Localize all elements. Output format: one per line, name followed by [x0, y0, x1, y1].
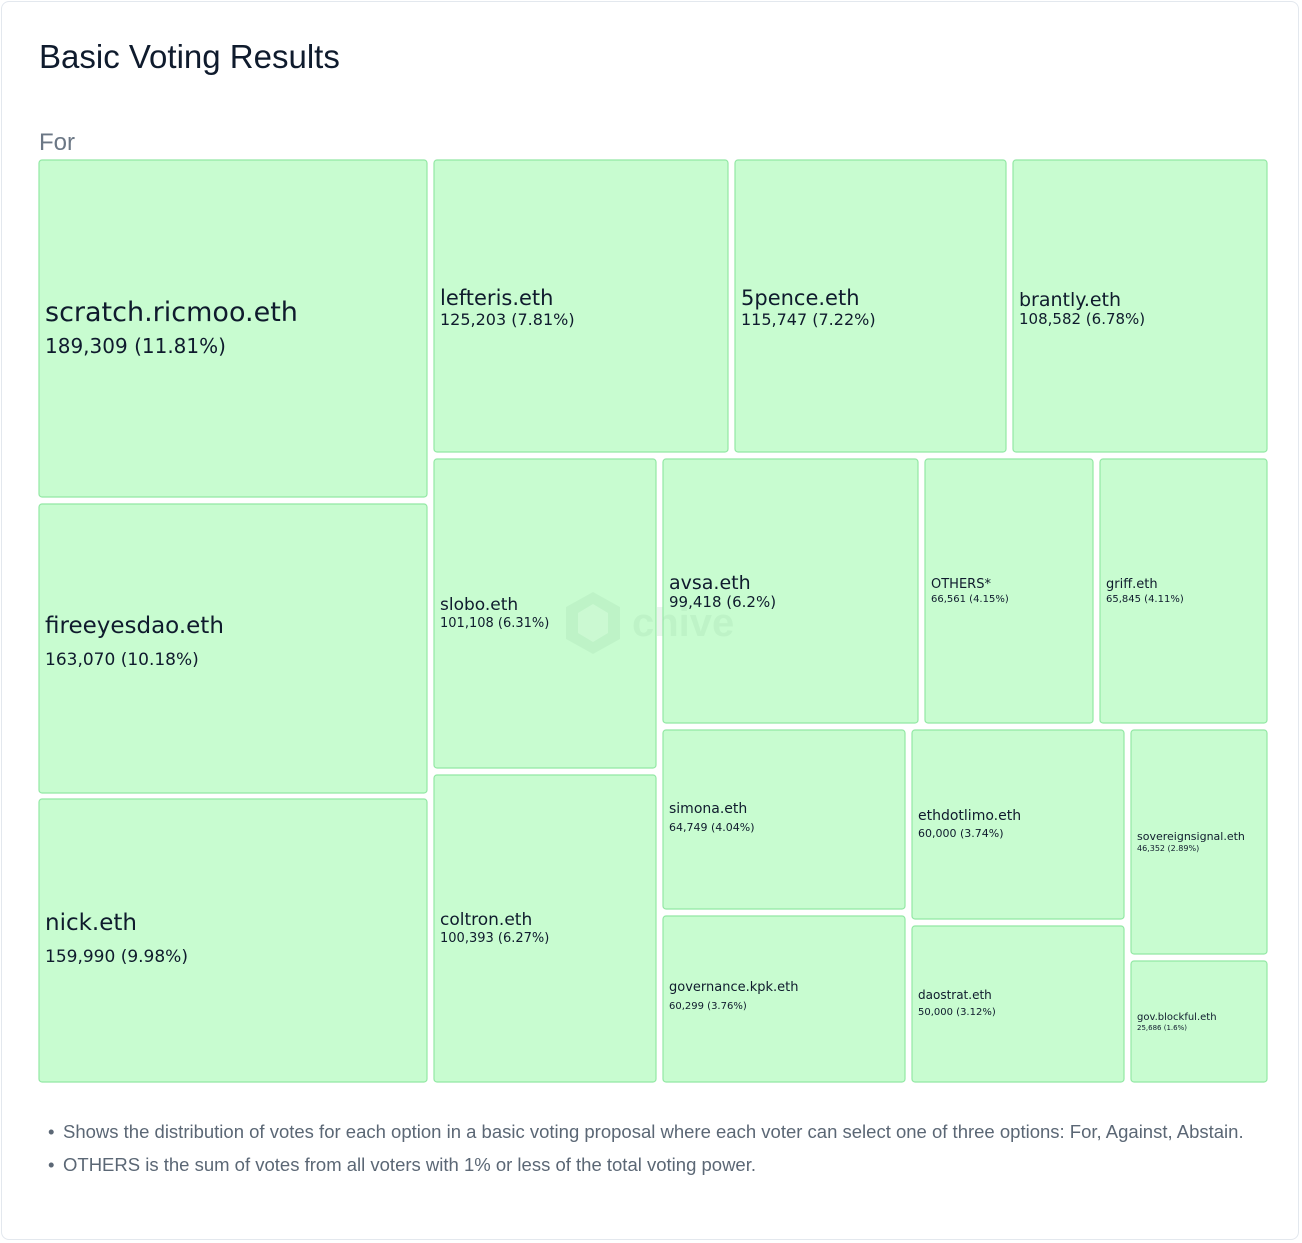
tile-value: 108,582 (6.78%) [1019, 310, 1145, 328]
tile-label: fireeyesdao.eth [45, 613, 224, 639]
tile-value: 46,352 (2.89%) [1137, 844, 1199, 853]
treemap-tile-rect[interactable] [38, 798, 428, 1083]
tile-value: 125,203 (7.81%) [440, 310, 575, 329]
tile-label: lefteris.eth [440, 286, 553, 310]
tile-label: 5pence.eth [741, 286, 860, 310]
tile-label: simona.eth [669, 801, 747, 817]
treemap-tile-rect[interactable] [1012, 159, 1268, 453]
treemap-tile-rect[interactable] [433, 774, 657, 1083]
tile-label: sovereignsignal.eth [1137, 830, 1245, 843]
note-item: Shows the distribution of votes for each… [48, 1118, 1248, 1145]
treemap-tile-rect[interactable] [924, 458, 1094, 724]
treemap-tile-rect[interactable] [911, 925, 1125, 1083]
tile-label: gov.blockful.eth [1137, 1012, 1217, 1023]
treemap-tile-rect[interactable] [433, 458, 657, 769]
tile-label: slobo.eth [440, 595, 518, 615]
treemap-tile[interactable]: ethdotlimo.eth 60,000 (3.74%) [911, 729, 1125, 920]
tile-label: brantly.eth [1019, 289, 1121, 311]
tile-value: 159,990 (9.98%) [45, 947, 188, 967]
treemap-tile[interactable]: griff.eth 65,845 (4.11%) [1099, 458, 1268, 724]
tile-value: 115,747 (7.22%) [741, 310, 876, 329]
tile-value: 64,749 (4.04%) [669, 821, 755, 834]
tile-label: griff.eth [1106, 577, 1158, 592]
treemap-tile-rect[interactable] [662, 458, 919, 724]
tile-label: nick.eth [45, 910, 137, 936]
treemap-tile[interactable]: governance.kpk.eth 60,299 (3.76%) [662, 915, 906, 1083]
tile-label: OTHERS* [931, 577, 991, 592]
tile-value: 60,000 (3.74%) [918, 827, 1004, 840]
series-label: For [39, 129, 75, 156]
tile-label: ethdotlimo.eth [918, 808, 1021, 824]
treemap-tile[interactable]: nick.eth 159,990 (9.98%) [38, 798, 428, 1083]
treemap-tile[interactable]: scratch.ricmoo.eth 189,309 (11.81%) [38, 159, 428, 498]
tile-value: 100,393 (6.27%) [440, 931, 549, 946]
treemap-tile[interactable]: simona.eth 64,749 (4.04%) [662, 729, 906, 910]
tile-value: 50,000 (3.12%) [918, 1007, 996, 1018]
tile-label: daostrat.eth [918, 988, 992, 1002]
treemap-tile-rect[interactable] [38, 503, 428, 794]
treemap-tile[interactable]: fireeyesdao.eth 163,070 (10.18%) [38, 503, 428, 794]
treemap-tile[interactable]: OTHERS* 66,561 (4.15%) [924, 458, 1094, 724]
treemap-tile-rect[interactable] [662, 915, 906, 1083]
treemap-tile-rect[interactable] [38, 159, 428, 498]
tile-value: 25,686 (1.6%) [1137, 1024, 1187, 1032]
tile-value: 189,309 (11.81%) [45, 334, 226, 358]
tile-value: 163,070 (10.18%) [45, 650, 199, 670]
tile-value: 66,561 (4.15%) [931, 594, 1009, 605]
treemap-tile-rect[interactable] [911, 729, 1125, 920]
note-item: OTHERS is the sum of votes from all vote… [48, 1151, 1248, 1178]
tile-value: 60,299 (3.76%) [669, 1001, 747, 1012]
tile-value: 99,418 (6.2%) [669, 593, 776, 611]
treemap-tile-rect[interactable] [662, 729, 906, 910]
tile-value: 101,108 (6.31%) [440, 616, 549, 631]
tile-label: scratch.ricmoo.eth [45, 297, 298, 328]
treemap-chart: scratch.ricmoo.eth 189,309 (11.81%) fireey… [38, 159, 1268, 1083]
tile-label: avsa.eth [669, 572, 751, 594]
chart-notes: Shows the distribution of votes for each… [48, 1118, 1248, 1184]
treemap-tile-rect[interactable] [734, 159, 1007, 453]
treemap-tile-rect[interactable] [1130, 729, 1268, 955]
tile-value: 65,845 (4.11%) [1106, 594, 1184, 605]
tile-label: governance.kpk.eth [669, 980, 799, 995]
chart-title: Basic Voting Results [39, 38, 340, 75]
treemap-tile-rect[interactable] [1099, 458, 1268, 724]
treemap-tile[interactable]: daostrat.eth 50,000 (3.12%) [911, 925, 1125, 1083]
treemap-tile-rect[interactable] [433, 159, 729, 453]
treemap-tile-rect[interactable] [1130, 960, 1268, 1083]
tile-label: coltron.eth [440, 910, 532, 930]
